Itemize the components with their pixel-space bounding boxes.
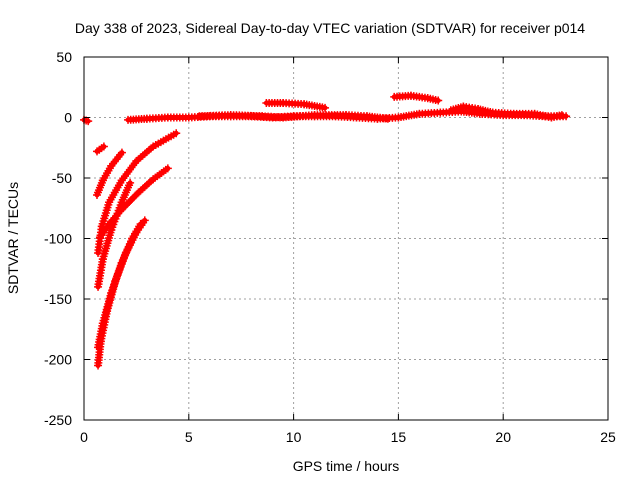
- x-tick-label: 0: [80, 429, 88, 445]
- series-trace: [94, 144, 107, 154]
- x-tick-label: 25: [600, 429, 616, 445]
- series-arc-12: [390, 91, 443, 105]
- x-axis-label: GPS time / hours: [293, 458, 400, 474]
- x-tick-label: 10: [286, 429, 302, 445]
- y-tick-label: -250: [44, 412, 72, 428]
- x-tick-label: 15: [391, 429, 407, 445]
- data-point-marker: [383, 114, 392, 123]
- data-point-marker: [84, 117, 93, 126]
- data-point-marker: [321, 103, 330, 112]
- series-arc-10: [195, 111, 392, 123]
- data-point-marker: [140, 216, 149, 225]
- y-tick-label: -100: [44, 231, 72, 247]
- data-point-marker: [99, 142, 108, 151]
- series-arc-8: [94, 219, 145, 352]
- y-tick-label: -200: [44, 352, 72, 368]
- x-tick-label: 5: [185, 429, 193, 445]
- series-arc-6: [95, 164, 172, 242]
- data-point-marker: [434, 96, 443, 105]
- series-arc-2: [92, 142, 108, 156]
- y-tick-label: -50: [52, 170, 72, 186]
- data-point-marker: [557, 111, 566, 120]
- data-point-marker: [126, 178, 135, 187]
- y-axis-label: SDTVAR / TECUs: [5, 182, 21, 294]
- data-point-marker: [163, 164, 172, 173]
- data-point-marker: [172, 129, 181, 138]
- x-tick-label: 20: [495, 429, 511, 445]
- data-series: [80, 91, 571, 370]
- y-tick-label: 0: [64, 110, 72, 126]
- y-tick-label: -150: [44, 291, 72, 307]
- data-point-marker: [117, 148, 126, 157]
- series-trace: [95, 217, 148, 369]
- series-arc-3: [92, 148, 126, 199]
- y-tick-label: 50: [56, 49, 72, 65]
- data-point-marker: [136, 219, 145, 228]
- series-arc-11: [262, 98, 330, 112]
- chart-title: Day 338 of 2023, Sidereal Day-to-day VTE…: [75, 20, 585, 36]
- series-arc-13: [446, 102, 566, 122]
- axis-ticks: 0 5 10 15 20 25 50 0 -50 -100 -150 -200 -250: [44, 49, 616, 445]
